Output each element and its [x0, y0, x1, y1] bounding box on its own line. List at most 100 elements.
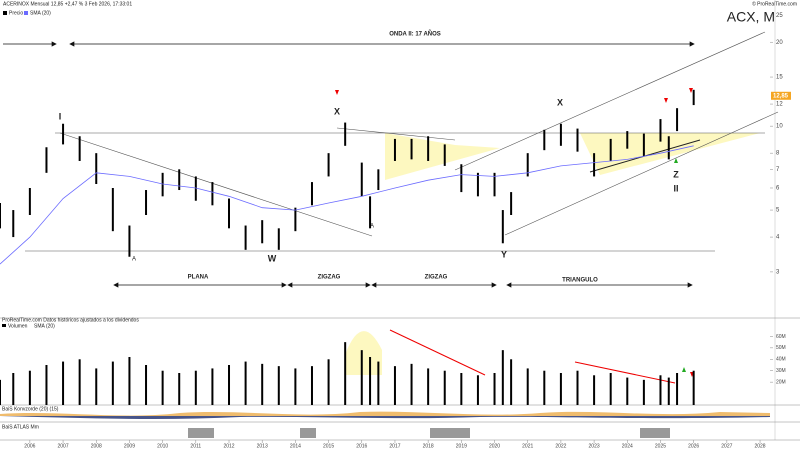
volume-bar	[510, 359, 513, 405]
y-tick-label: 6	[776, 186, 780, 192]
wave-label: I	[59, 111, 62, 121]
x-tick-label: 2013	[257, 443, 268, 449]
x-tick-label: 2027	[721, 443, 732, 449]
indicator-area	[0, 416, 770, 419]
volume-bar	[443, 370, 446, 405]
x-tick-label: 2023	[589, 443, 600, 449]
chart-title: ACERINOX Mensual 12,85 +2,47 % 3 Feb 202…	[3, 1, 132, 7]
wave-label: X	[334, 106, 340, 116]
volume-bar	[145, 365, 148, 405]
volume-bar	[12, 373, 15, 405]
volume-bar	[676, 373, 679, 405]
y-tick-label: 60M	[776, 334, 786, 340]
legend-price: Precio	[9, 10, 23, 16]
volume-bar	[28, 370, 31, 405]
triangle-zone	[385, 133, 500, 180]
legend-sma: SMA (20)	[30, 10, 51, 16]
legend-swatch	[3, 11, 7, 15]
volume-bar	[493, 373, 496, 405]
volume-bar	[460, 373, 463, 405]
legend-swatch	[24, 11, 28, 15]
brand: © ProRealTime.com	[752, 0, 797, 7]
x-tick-label: 2025	[655, 443, 666, 449]
y-tick-label: 4	[776, 235, 780, 241]
last-price-label: 12,85	[773, 93, 789, 99]
x-tick-label: 2026	[688, 443, 699, 449]
volume-bar	[369, 357, 372, 405]
ticker: ACX, M	[727, 9, 775, 25]
annotation: ONDA II: 17 AÑOS	[389, 31, 441, 38]
y-tick-label: 5	[776, 208, 780, 214]
volume-bar	[667, 377, 670, 405]
volume-bar	[62, 361, 65, 405]
annotation: ZIGZAG	[318, 275, 341, 281]
volume-trend	[389, 329, 486, 376]
volume-bar	[327, 359, 330, 405]
x-tick-label: 2009	[124, 443, 135, 449]
indicator-stripes	[188, 428, 670, 438]
volume-bar	[501, 350, 504, 405]
annotation: ZIGZAG	[425, 275, 448, 281]
annotation: PLANA	[188, 275, 209, 281]
volume-bar	[128, 357, 131, 405]
wave-label: A	[370, 224, 374, 230]
volume-bar	[277, 366, 280, 405]
volume-bar	[626, 377, 629, 405]
y-tick-label: 3	[776, 269, 780, 275]
x-tick-label: 2006	[24, 443, 35, 449]
x-tick-label: 2019	[456, 443, 467, 449]
indicator-title: BaiS Konvzorde (20) (15)	[2, 406, 59, 412]
volume-bar	[161, 370, 164, 405]
sma-line	[0, 145, 694, 265]
wave-label: A	[132, 257, 136, 263]
volume-bar	[194, 370, 197, 405]
channel-line	[504, 111, 779, 236]
x-tick-label: 2010	[157, 443, 168, 449]
x-tick-label: 2028	[754, 443, 765, 449]
last-price-box	[771, 91, 791, 100]
channel-line	[454, 31, 766, 171]
y-tick-label: 40M	[776, 357, 786, 363]
volume-bar	[178, 373, 181, 405]
trend-line	[59, 132, 373, 237]
volume-bar	[211, 368, 214, 405]
wave-label: II	[673, 183, 678, 193]
volume-bar	[45, 365, 48, 405]
volume-bar	[393, 366, 396, 405]
y-tick-label: 20M	[776, 379, 786, 385]
volume-trend	[574, 361, 676, 384]
y-tick-label: 7	[776, 167, 780, 173]
triangle-zone	[580, 133, 760, 175]
indicator-area	[0, 411, 770, 416]
volume-bar	[427, 368, 430, 405]
x-tick-label: 2024	[622, 443, 633, 449]
x-tick-label: 2016	[356, 443, 367, 449]
volume-bar	[377, 361, 380, 405]
annotation: TRIANGULO	[562, 278, 598, 284]
volume-bar	[559, 373, 562, 405]
trend-line	[336, 127, 456, 141]
x-tick-label: 2007	[57, 443, 68, 449]
volume-bar	[526, 368, 529, 405]
x-tick-label: 2017	[389, 443, 400, 449]
y-tick-label: 50M	[776, 345, 786, 351]
volume-bar	[244, 361, 247, 405]
x-tick-label: 2011	[190, 443, 201, 449]
x-tick-label: 2014	[290, 443, 301, 449]
wave-label: Z	[673, 169, 679, 179]
volume-sma: SMA (20)	[34, 323, 55, 329]
volume-bar	[360, 350, 363, 405]
x-tick-label: 2012	[223, 443, 234, 449]
y-tick-label: 25	[776, 13, 783, 19]
volume-bar	[476, 375, 479, 405]
volume-title: Volumen	[8, 323, 28, 329]
x-tick-label: 2021	[522, 443, 533, 449]
x-tick-label: 2020	[489, 443, 500, 449]
x-tick-label: 2018	[423, 443, 434, 449]
volume-bar	[111, 361, 114, 405]
volume-bar	[659, 375, 662, 405]
volume-bar	[0, 379, 1, 405]
y-tick-label: 8	[776, 151, 780, 157]
indicator-title: BaiS ATLAS Mm	[2, 424, 39, 430]
